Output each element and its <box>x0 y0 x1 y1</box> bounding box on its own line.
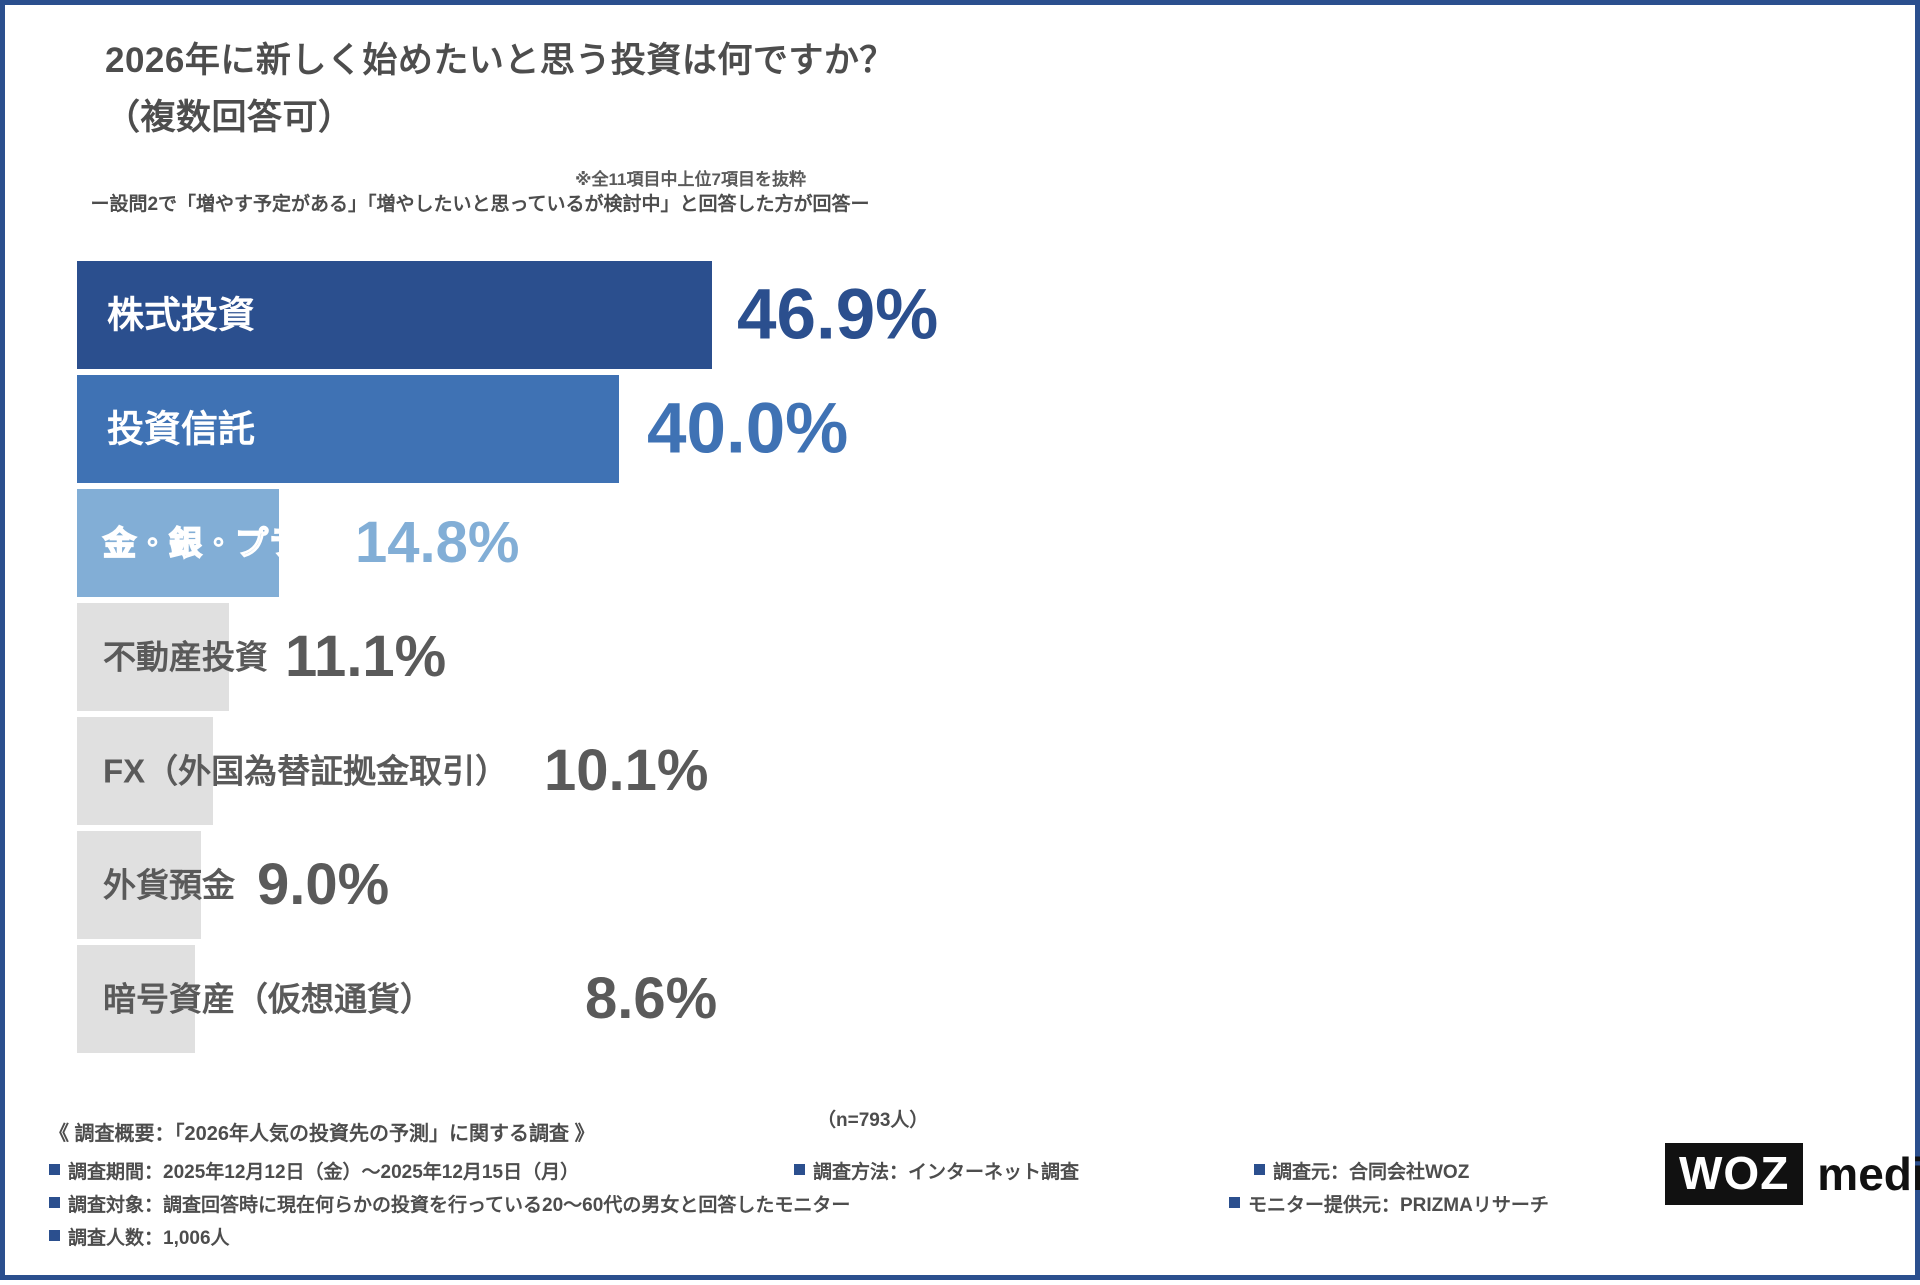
bar-fill <box>77 261 712 369</box>
bar-label: 株式投資 <box>107 294 255 336</box>
bar-fill <box>77 375 619 483</box>
footer-text: 調査元：合同会社WOZ <box>1273 1162 1470 1183</box>
bar-row: 暗号資産（仮想通貨） 8.6% <box>77 945 977 1053</box>
footer-text: モニター提供元：PRIZMAリサーチ <box>1248 1195 1549 1217</box>
woz-media-logo: WOZ media <box>1665 1143 1920 1205</box>
bar-fill <box>77 717 213 825</box>
left-sample-size: （n=793人） <box>817 1110 929 1131</box>
logo-wordmark: media <box>1817 1148 1920 1200</box>
bullet-square-icon <box>794 1164 805 1175</box>
bar-fill <box>77 489 279 597</box>
left-excerpt-note: ※全11項目中上位7項目を抜粋 <box>575 170 806 189</box>
footer-text: 調査対象：調査回答時に現在何らかの投資を行っている20～60代の男女と回答したモ… <box>68 1195 851 1217</box>
bar-row: 株式投資 46.9% <box>77 261 977 369</box>
footer-cell: 調査元：合同会社WOZ <box>1254 1156 1604 1189</box>
bullet-square-icon <box>49 1197 60 1209</box>
survey-overview-footer: 《 調査概要：「2026年人気の投資先の予測」に関する調査 》 調査期間：202… <box>49 1117 1609 1255</box>
bar-value: 14.8% <box>355 510 520 575</box>
footer-text: 調査期間：2025年12月12日（金）～2025年12月15日（月） <box>68 1162 580 1183</box>
bar-fill <box>77 603 229 711</box>
left-subnote: ー設問2で「増やす予定がある」「増やしたいと思っているが検討中」と回答した方が回… <box>90 194 870 215</box>
logo-mark: WOZ <box>1665 1143 1804 1205</box>
bar-label: 投資信託 <box>107 408 255 450</box>
bar-label: 不動産投資 <box>103 638 268 676</box>
footer-row: 調査期間：2025年12月12日（金）～2025年12月15日（月） 調査方法：… <box>49 1156 1609 1189</box>
bar-fill <box>77 831 201 939</box>
bar-row: 不動産投資 11.1% <box>77 603 977 711</box>
footer-heading: 《 調査概要：「2026年人気の投資先の予測」に関する調査 》 <box>49 1123 595 1145</box>
bar-value: 46.9% <box>737 275 939 355</box>
bullet-square-icon <box>49 1164 60 1175</box>
bullet-square-icon <box>49 1230 60 1242</box>
left-question-title: 2026年に新しく始めたいと思う投資は何ですか？（複数回答可） <box>105 41 895 137</box>
bar-value: 10.1% <box>544 738 709 803</box>
bar-row: 外貨預金 9.0% <box>77 831 977 939</box>
bar-label: 外貨預金 <box>103 866 235 904</box>
footer-cell: 調査対象：調査回答時に現在何らかの投資を行っている20～60代の男女と回答したモ… <box>49 1189 1229 1222</box>
footer-cell: 調査人数：1,006人 <box>49 1222 794 1255</box>
footer-row: 調査人数：1,006人 <box>49 1222 1609 1255</box>
bar-row: FX（外国為替証拠金取引） 10.1% <box>77 717 977 825</box>
footer-row: 調査対象：調査回答時に現在何らかの投資を行っている20～60代の男女と回答したモ… <box>49 1189 1609 1222</box>
bar-label: FX（外国為替証拠金取引） <box>103 752 509 790</box>
bar-fill <box>77 945 195 1053</box>
footer-cell: 調査期間：2025年12月12日（金）～2025年12月15日（月） <box>49 1156 794 1189</box>
footer-text: 調査人数：1,006人 <box>68 1228 230 1250</box>
right-chart-panel: どの程度の金額で新しく始めたいと思う投資を開始したいですか？ ー設問2で「増やす… <box>1035 5 1920 1285</box>
bar-value: 40.0% <box>647 389 849 469</box>
bar-value: 8.6% <box>585 966 718 1031</box>
bar-value: 11.1% <box>285 624 447 689</box>
footer-cell: 調査方法：インターネット調査 <box>794 1156 1254 1189</box>
bar-row: 金・銀・プラチナ投資 14.8% <box>77 489 977 597</box>
bar-label: 暗号資産（仮想通貨） <box>103 980 433 1018</box>
footer-text: 調査方法：インターネット調査 <box>813 1162 1080 1183</box>
bullet-square-icon <box>1229 1197 1240 1209</box>
footer-details: 調査期間：2025年12月12日（金）～2025年12月15日（月） 調査方法：… <box>49 1156 1609 1255</box>
bar-row: 投資信託 40.0% <box>77 375 977 483</box>
bar-label: 金・銀・プラチナ投資 <box>102 524 434 562</box>
left-chart-panel: 2026年に新しく始めたいと思う投資は何ですか？（複数回答可） ※全11項目中上… <box>5 5 1035 1285</box>
footer-cell: モニター提供元：PRIZMAリサーチ <box>1229 1189 1579 1222</box>
bar-value: 9.0% <box>257 852 390 917</box>
bullet-square-icon <box>1254 1164 1265 1175</box>
